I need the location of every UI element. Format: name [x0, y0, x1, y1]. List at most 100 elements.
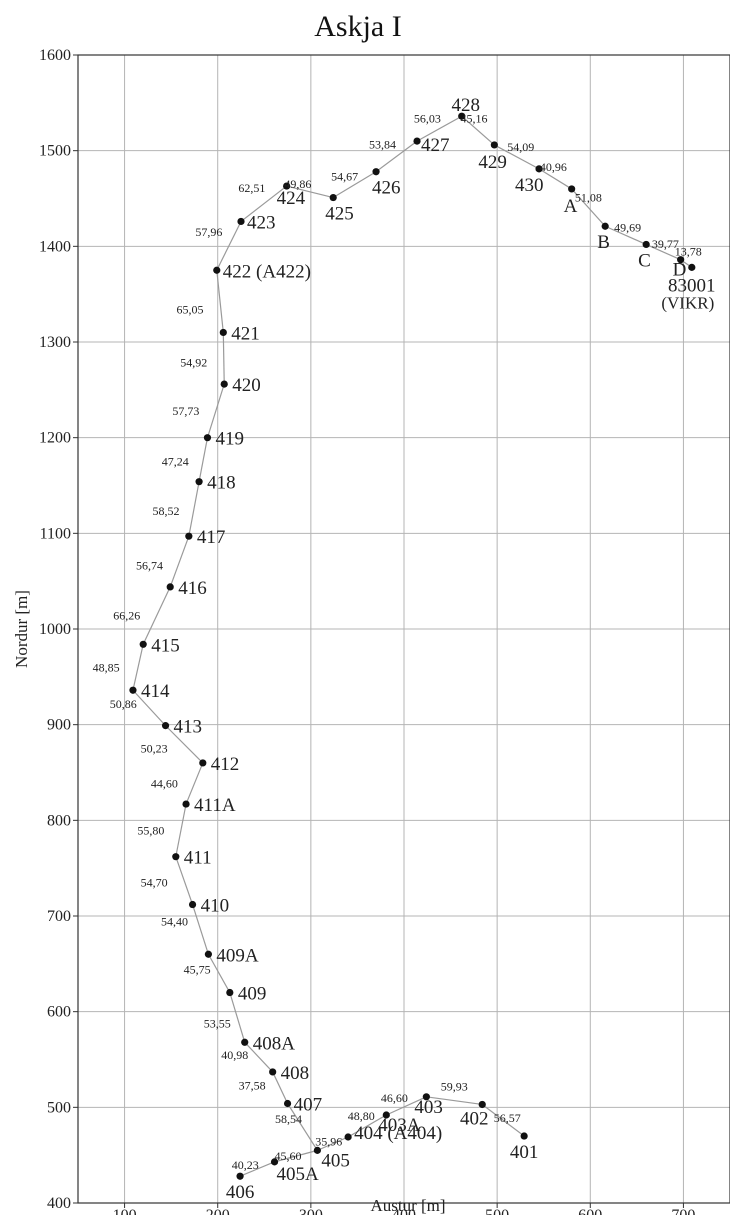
point-label: C [638, 250, 651, 271]
segment-distance-label: 56,74 [136, 559, 163, 573]
point-label: 417 [197, 527, 226, 548]
y-tick-label: 1300 [39, 334, 71, 351]
chart-title: Askja I [314, 10, 401, 43]
point-label: 405A [277, 1164, 320, 1185]
survey-point [520, 1132, 528, 1140]
survey-point [237, 217, 245, 226]
traverse-segment [169, 535, 190, 588]
survey-point [166, 583, 174, 591]
traverse-segment [198, 437, 209, 482]
x-tick-label: 300 [299, 1207, 323, 1215]
survey-point [129, 686, 137, 694]
survey-point [568, 185, 576, 193]
y-tick-label: 1100 [40, 525, 71, 542]
survey-point [172, 853, 180, 861]
y-axis-title: Nordur [m] [12, 590, 31, 668]
point-label: 409A [216, 945, 259, 966]
traverse-segment [494, 144, 540, 170]
point-label: 403 [414, 1097, 443, 1118]
segment-distance-label: 37,58 [239, 1079, 266, 1093]
point-label: 424 [277, 188, 306, 209]
y-tick-label: 400 [47, 1195, 71, 1212]
survey-point [241, 1038, 249, 1046]
point-label: 415 [151, 635, 180, 656]
traverse-segment [416, 115, 463, 142]
y-tick-label: 1000 [39, 621, 71, 638]
traverse-segment [132, 689, 166, 727]
point-label: 413 [174, 717, 203, 738]
point-label: 406 [226, 1182, 255, 1203]
point-label: 418 [207, 473, 236, 494]
point-label: 410 [201, 896, 230, 917]
grid [78, 54, 730, 1204]
segment-distance-label: 59,93 [441, 1080, 468, 1094]
segment-distance-label: 13,78 [675, 245, 702, 259]
survey-point [236, 1172, 244, 1180]
segment-distance-label: 62,51 [238, 181, 265, 195]
survey-point [182, 800, 190, 808]
traverse-segment [229, 992, 246, 1043]
point-label: 407 [294, 1095, 323, 1116]
survey-point [213, 266, 221, 274]
segment-distance-label: 40,96 [540, 160, 567, 174]
survey-point [204, 950, 212, 958]
traverse-segment [132, 644, 144, 691]
point-label: 411A [194, 795, 236, 816]
segment-distance-label: 54,70 [141, 876, 168, 890]
traverse-segment [185, 762, 204, 805]
segment-distance-label: 45,16 [461, 112, 488, 126]
point-label: 402 [460, 1108, 489, 1129]
traverse-segment [286, 185, 334, 199]
traverse-segment [207, 953, 231, 993]
traverse-lines [132, 115, 693, 1177]
survey-point [283, 182, 291, 190]
x-tick-label: 400 [392, 1207, 416, 1215]
point-label: 409 [238, 984, 267, 1005]
traverse-segment [538, 168, 572, 190]
point-label: 401 [510, 1142, 539, 1163]
segment-distance-label: 45,75 [184, 962, 211, 976]
traverse-segment [645, 243, 681, 261]
segment-distance-label: 54,09 [507, 140, 534, 154]
survey-point [382, 1111, 390, 1119]
point-label: B [597, 232, 610, 253]
traverse-segment [239, 1161, 275, 1177]
traverse-segment [222, 332, 225, 385]
traverse-segment [461, 115, 495, 146]
x-tick-label: 200 [206, 1207, 230, 1215]
survey-point [478, 1100, 486, 1109]
survey-point [283, 1099, 292, 1108]
traverse-segment [216, 270, 224, 333]
survey-point [199, 759, 207, 767]
survey-point [601, 222, 609, 230]
point-label: A [564, 196, 578, 217]
segment-distance-label: 58,52 [152, 504, 179, 518]
traverse-segment [274, 1149, 318, 1163]
survey-points [129, 112, 696, 1180]
traverse-segment [317, 1136, 349, 1151]
segment-distance-label: 49,86 [284, 177, 311, 191]
y-tick-label: 500 [47, 1099, 71, 1116]
point-label: 408 [281, 1063, 310, 1084]
traverse-segment [287, 1103, 318, 1151]
point-label: 405 [321, 1150, 350, 1171]
segment-distance-label: 46,60 [381, 1091, 408, 1105]
traverse-segment [191, 904, 209, 955]
survey-point [413, 137, 421, 145]
segment-distance-label: 57,73 [172, 404, 199, 418]
segment-distance-label: 48,80 [348, 1109, 375, 1123]
x-axis-title: Austur [m] [370, 1196, 445, 1215]
segment-distance-label: 66,26 [113, 609, 140, 623]
segment-distance-label: 54,92 [180, 355, 207, 369]
point-label: 420 [232, 375, 261, 396]
traverse-segment [481, 1103, 525, 1137]
survey-point [195, 478, 203, 486]
point-label: 414 [141, 681, 170, 702]
point-label: 430 [515, 175, 544, 196]
segment-distance-label: 58,54 [275, 1112, 302, 1126]
point-label: 412 [211, 754, 240, 775]
point-label: 408A [253, 1033, 296, 1054]
survey-point [270, 1158, 279, 1166]
